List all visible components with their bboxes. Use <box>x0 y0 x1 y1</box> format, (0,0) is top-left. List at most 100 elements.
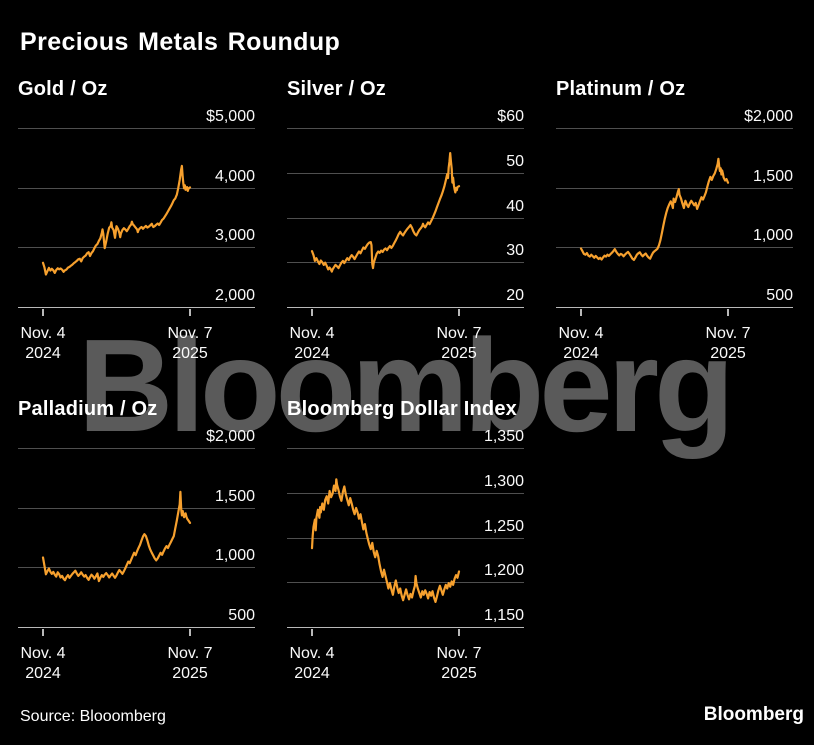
y-gridline <box>18 187 255 189</box>
y-gridline <box>287 128 524 129</box>
y-axis-label: 1,300 <box>483 472 524 490</box>
x-axis-label-year: 2024 <box>294 665 330 682</box>
y-gridline <box>287 262 524 264</box>
y-axis-label: 1,250 <box>483 517 524 535</box>
y-gridline <box>287 492 524 494</box>
x-axis-line <box>18 627 255 628</box>
y-gridline <box>287 172 524 174</box>
y-axis-label: 1,500 <box>214 487 255 505</box>
x-axis-tick <box>311 309 313 316</box>
y-gridline <box>556 247 793 249</box>
y-gridline <box>18 247 255 249</box>
y-gridline <box>287 217 524 219</box>
y-gridline <box>287 537 524 539</box>
x-axis-label-date: Nov. 7 <box>436 645 482 662</box>
series-line-gold-spot-price <box>41 164 192 276</box>
chart-gold: Gold / Oz $5,000 4,000 3,000 2,000 Nov. 4 202… <box>18 78 255 362</box>
x-axis-tick <box>189 309 191 316</box>
x-axis-label-year: 2025 <box>441 665 477 682</box>
y-axis-label: 20 <box>506 287 524 304</box>
chart-title-silver: Silver / Oz <box>287 78 386 100</box>
x-axis-tick <box>311 629 313 636</box>
x-axis-label-year: 2024 <box>563 345 599 362</box>
chart-title-palladium: Palladium / Oz <box>18 398 158 420</box>
series-line-bloomberg-dollar-index <box>310 478 461 603</box>
y-axis-label: 1,200 <box>483 562 524 580</box>
x-axis-line <box>287 307 524 308</box>
x-axis-tick <box>580 309 582 316</box>
x-axis-label-date: Nov. 4 <box>558 325 604 342</box>
price-line-svg <box>41 490 192 583</box>
chart-title-platinum: Platinum / Oz <box>556 78 686 100</box>
chart-title-gold: Gold / Oz <box>18 78 108 100</box>
y-axis-label: 1,500 <box>752 167 793 185</box>
price-line-svg <box>310 478 461 603</box>
y-axis-label: 1,000 <box>752 227 793 245</box>
y-axis-label: 3,000 <box>214 227 255 245</box>
series-line-platinum-spot-price <box>579 157 730 261</box>
y-gridline <box>18 448 255 449</box>
x-axis-label-date: Nov. 4 <box>20 325 66 342</box>
plot-area-gold: $5,000 4,000 3,000 2,000 Nov. 4 2024 Nov. 7 202… <box>18 108 255 362</box>
x-axis-tick <box>42 629 44 636</box>
x-axis-tick <box>727 309 729 316</box>
y-gridline <box>18 128 255 129</box>
chart-dollar-index: Bloomberg Dollar Index 1,350 1,300 1,250 1,… <box>287 398 524 682</box>
y-axis-label: $2,000 <box>744 108 793 125</box>
x-axis-label-date: Nov. 4 <box>20 645 66 662</box>
plot-area-silver: $60 50 40 30 20 Nov. 4 2024 Nov. 7 2025 <box>287 108 524 362</box>
x-axis-label-year: 2024 <box>25 345 61 362</box>
x-axis-label-year: 2025 <box>441 345 477 362</box>
plot-area-platinum: $2,000 1,500 1,000 500 Nov. 4 2024 Nov. 7 2025 <box>556 108 793 362</box>
plot-area-palladium: $2,000 1,500 1,000 500 Nov. 4 2024 Nov. 7 2025 <box>18 428 255 682</box>
y-axis-label: $60 <box>497 108 524 125</box>
y-axis-label: 40 <box>506 197 524 215</box>
page-title: Precious Metals Roundup <box>20 28 341 56</box>
source-attribution: Source: Blooomberg <box>20 708 166 725</box>
y-axis-label: 50 <box>506 152 524 170</box>
x-axis-label-year: 2024 <box>25 665 61 682</box>
x-axis-label-year: 2025 <box>172 345 208 362</box>
x-axis-label-year: 2024 <box>294 345 330 362</box>
x-axis-tick <box>189 629 191 636</box>
x-axis-label-date: Nov. 7 <box>167 645 213 662</box>
x-axis-label-date: Nov. 7 <box>167 325 213 342</box>
x-axis-label-date: Nov. 7 <box>705 325 751 342</box>
chart-silver: Silver / Oz $60 50 40 30 20 Nov. 4 2024 Nov. 7 2… <box>287 78 524 362</box>
y-gridline <box>556 128 793 129</box>
price-line-svg <box>41 164 192 276</box>
x-axis-line <box>556 307 793 308</box>
x-axis-line <box>18 307 255 308</box>
y-axis-label: $2,000 <box>206 428 255 445</box>
y-axis-label: 1,000 <box>214 547 255 565</box>
y-axis-label: 500 <box>766 287 793 304</box>
series-line-palladium-spot-price <box>41 490 192 583</box>
y-axis-label: 30 <box>506 242 524 260</box>
y-axis-label: 500 <box>228 607 255 624</box>
y-axis-label: 4,000 <box>214 167 255 185</box>
plot-area-dollar-index: 1,350 1,300 1,250 1,200 1,150 Nov. 4 2024 Nov. … <box>287 428 524 682</box>
x-axis-label-year: 2025 <box>710 345 746 362</box>
price-line-svg <box>579 157 730 261</box>
x-axis-line <box>287 627 524 628</box>
y-axis-label: $5,000 <box>206 108 255 125</box>
price-line-svg <box>310 152 461 273</box>
y-gridline <box>287 448 524 449</box>
x-axis-label-date: Nov. 7 <box>436 325 482 342</box>
x-axis-tick <box>458 629 460 636</box>
bloomberg-logo: Bloomberg <box>703 704 804 725</box>
y-gridline <box>18 507 255 509</box>
chart-platinum: Platinum / Oz $2,000 1,500 1,000 500 Nov. 4 2… <box>556 78 793 362</box>
chart-title-dollar-index: Bloomberg Dollar Index <box>287 398 517 420</box>
y-gridline <box>287 582 524 584</box>
y-gridline <box>18 567 255 569</box>
y-axis-label: 2,000 <box>214 287 255 304</box>
chart-palladium: Palladium / Oz $2,000 1,500 1,000 500 Nov. 4… <box>18 398 255 682</box>
x-axis-tick <box>42 309 44 316</box>
y-axis-label: 1,150 <box>483 607 524 624</box>
series-line-silver-spot-price <box>310 152 461 273</box>
x-axis-label-date: Nov. 4 <box>289 325 335 342</box>
y-gridline <box>556 187 793 189</box>
bloomberg-watermark: Bloomberg <box>78 312 735 459</box>
